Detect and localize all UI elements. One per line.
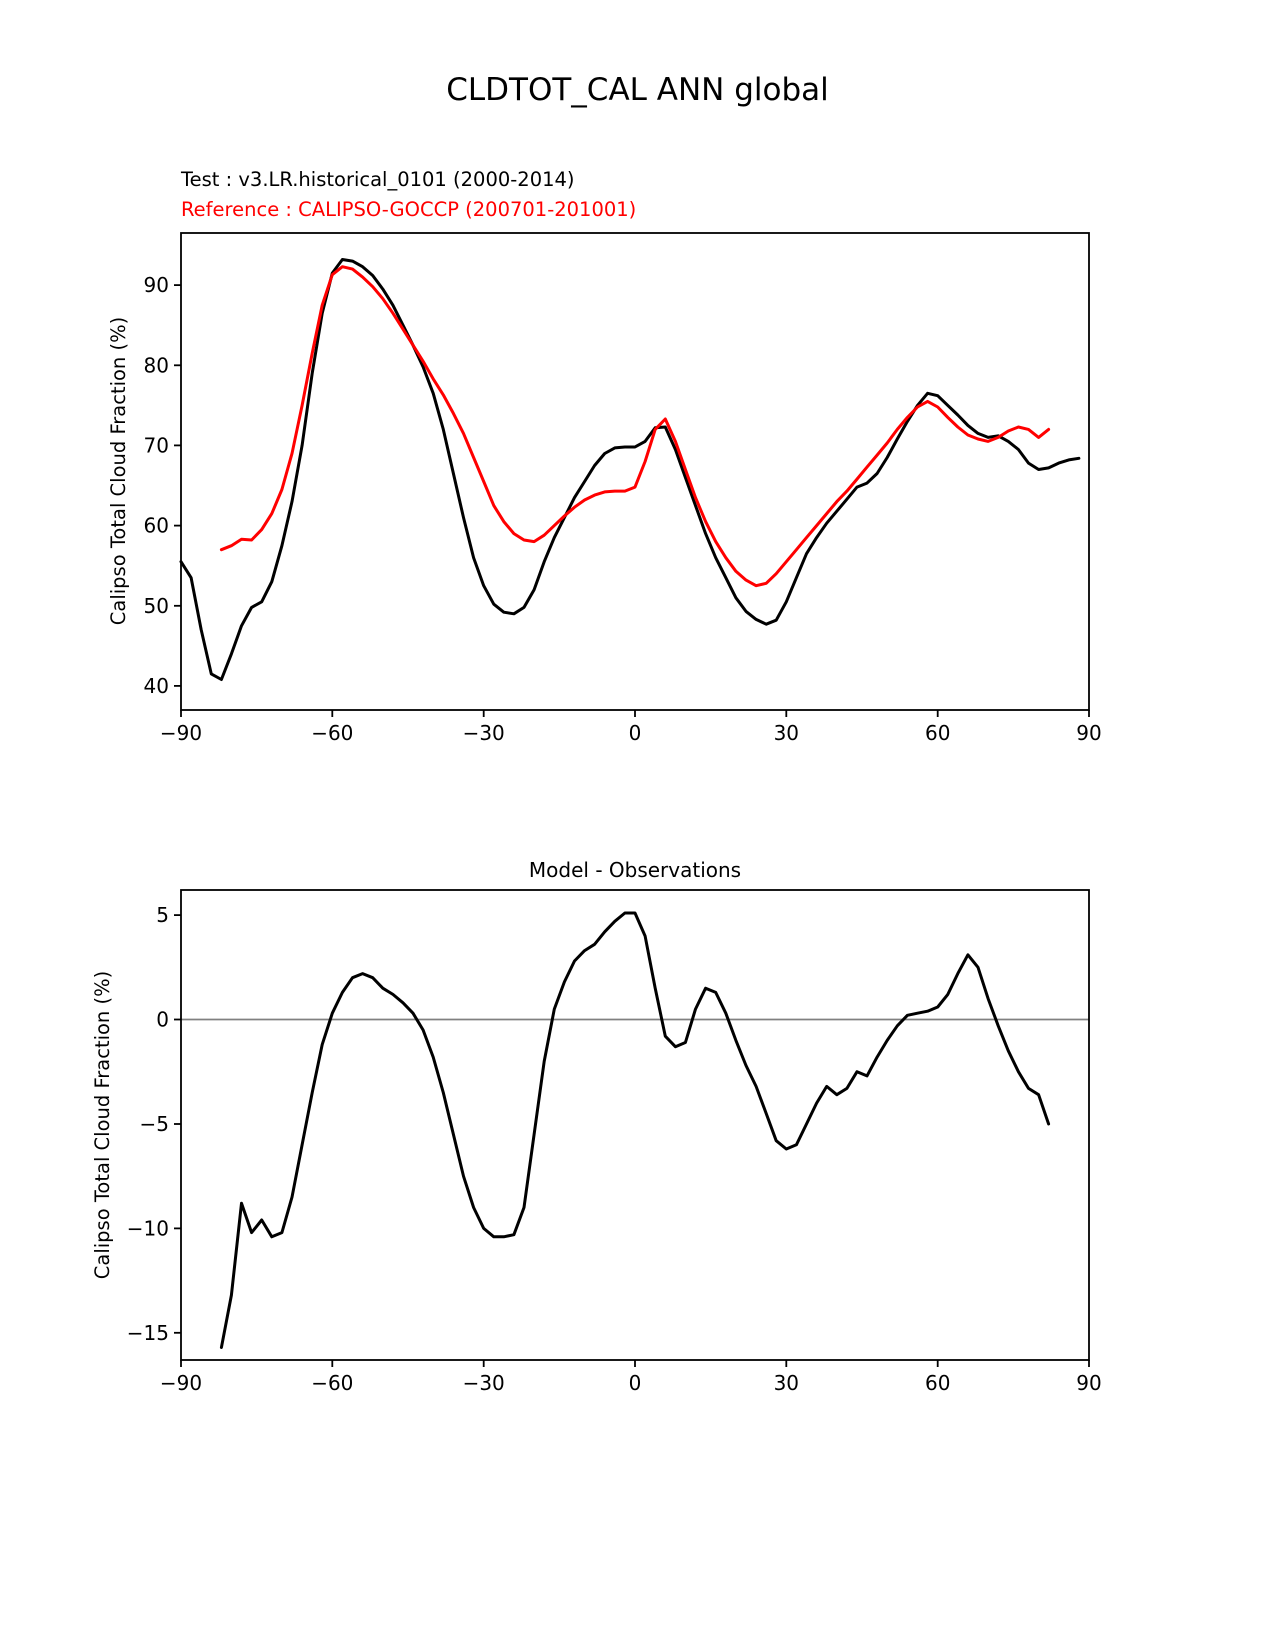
y-tick-label: 70 xyxy=(144,433,169,457)
x-tick-label: 0 xyxy=(629,721,642,745)
test-series-label: Test : v3.LR.historical_0101 (2000-2014) xyxy=(181,168,575,191)
series-line-0 xyxy=(219,911,1051,1349)
x-tick-label: 60 xyxy=(925,1371,950,1395)
y-tick-label: 80 xyxy=(144,353,169,377)
y-tick-label: 90 xyxy=(144,273,169,297)
x-tick-label: −30 xyxy=(463,721,505,745)
plot-border xyxy=(180,232,1090,711)
y-tick-label: −15 xyxy=(127,1321,169,1345)
series-line-1 xyxy=(219,265,1051,588)
x-tick-label: −60 xyxy=(311,1371,353,1395)
y-tick-label: 50 xyxy=(144,594,169,618)
x-tick-label: 30 xyxy=(774,721,799,745)
x-tick-label: −30 xyxy=(463,1371,505,1395)
x-tick-label: −90 xyxy=(160,721,202,745)
x-tick-label: −60 xyxy=(311,721,353,745)
top-chart-canvas: −90 −60 −30 0 30 60 90 40 50 60 70 80 90 xyxy=(144,232,1102,745)
y-tick-label: 40 xyxy=(144,674,169,698)
x-tick-label: −90 xyxy=(160,1371,202,1395)
y-tick-label: 60 xyxy=(144,514,169,538)
plot-border xyxy=(180,889,1090,1361)
series-line-0 xyxy=(179,258,1081,681)
x-tick-label: 60 xyxy=(925,721,950,745)
bottom-chart-title: Model - Observations xyxy=(528,858,742,882)
reference-series-label: Reference : CALIPSO-GOCCP (200701-201001… xyxy=(181,198,637,221)
y-tick-label: 5 xyxy=(156,903,169,927)
x-tick-label: 0 xyxy=(629,1371,642,1395)
x-tick-label: 30 xyxy=(774,1371,799,1395)
figure-title: CLDTOT_CAL ANN global xyxy=(446,72,829,108)
x-tick-label: 90 xyxy=(1076,1371,1101,1395)
x-tick-label: 90 xyxy=(1076,721,1101,745)
bottom-chart-canvas: −90 −60 −30 0 30 60 90 5 0 −5 −10 −15 xyxy=(127,889,1102,1395)
y-tick-label: −10 xyxy=(127,1216,169,1240)
y-tick-label: −5 xyxy=(140,1112,169,1136)
y-tick-label: 0 xyxy=(156,1008,169,1032)
